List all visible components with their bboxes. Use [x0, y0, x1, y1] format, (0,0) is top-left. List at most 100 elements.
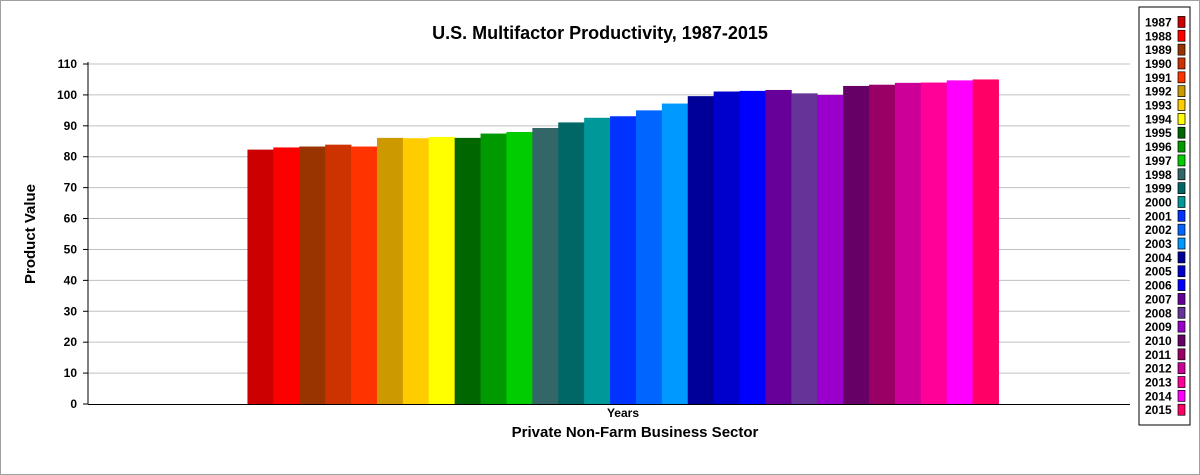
chart-title: U.S. Multifactor Productivity, 1987-2015 — [432, 23, 768, 43]
bar-1988 — [273, 147, 300, 404]
bar-1989 — [299, 146, 326, 404]
legend-swatch-2001 — [1177, 209, 1186, 222]
legend-label-2002: 2002 — [1145, 223, 1172, 237]
y-tick-label: 70 — [64, 181, 78, 195]
legend-swatch-1989 — [1177, 43, 1186, 56]
legend-label-2011: 2011 — [1145, 348, 1171, 362]
legend-swatch-2011 — [1177, 348, 1186, 361]
legend-swatch-1999 — [1177, 182, 1186, 194]
legend-swatch-2006 — [1177, 279, 1186, 291]
legend-swatch-1995 — [1177, 126, 1186, 139]
y-tick-label: 30 — [64, 304, 78, 318]
legend-label-2004: 2004 — [1145, 251, 1172, 265]
legend-swatch-2005 — [1177, 265, 1186, 278]
legend-swatch-2010 — [1177, 334, 1186, 347]
legend-label-1992: 1992 — [1145, 85, 1172, 99]
bar-2001 — [610, 116, 637, 405]
bar-1997 — [506, 132, 533, 404]
legend-label-1999: 1999 — [1145, 182, 1172, 196]
legend-label-2000: 2000 — [1145, 195, 1172, 209]
bar-1993 — [402, 138, 430, 404]
y-tick-label: 20 — [64, 335, 78, 349]
legend-label-1998: 1998 — [1145, 168, 1172, 182]
legend-swatch-2002 — [1177, 223, 1186, 236]
legend-swatch-2008 — [1177, 306, 1186, 319]
bar-1987 — [247, 149, 274, 404]
legend-swatch-2015 — [1177, 403, 1186, 416]
legend-swatch-2003 — [1177, 237, 1186, 250]
bar-2009 — [817, 94, 844, 404]
bar-2012 — [894, 82, 922, 404]
legend-swatch-1987 — [1177, 16, 1186, 28]
legend-label-2010: 2010 — [1145, 334, 1172, 348]
legend-swatch-1988 — [1177, 29, 1186, 42]
legend-label-2009: 2009 — [1145, 320, 1172, 334]
bar-1990 — [325, 144, 352, 405]
x-axis-title: Private Non-Farm Business Sector — [512, 424, 759, 441]
bar-2011 — [869, 84, 896, 405]
legend-label-1995: 1995 — [1145, 126, 1172, 140]
bars — [247, 79, 999, 405]
y-axis-title: Product Value — [22, 184, 39, 284]
bar-2005 — [713, 91, 740, 404]
legend-label-2007: 2007 — [1145, 292, 1172, 306]
legend-label-1989: 1989 — [1145, 43, 1172, 57]
bar-1999 — [558, 122, 585, 405]
legend-label-2015: 2015 — [1145, 403, 1172, 417]
legend-swatch-2007 — [1177, 293, 1186, 305]
bar-2003 — [661, 103, 689, 404]
y-tick-label: 50 — [64, 242, 78, 256]
legend-label-2014: 2014 — [1145, 389, 1172, 403]
legend-label-1991: 1991 — [1145, 71, 1172, 85]
y-tick-label: 80 — [64, 150, 78, 164]
bar-2010 — [843, 85, 870, 404]
bar-2008 — [791, 93, 818, 405]
bar-2015 — [972, 79, 999, 404]
legend-label-2001: 2001 — [1145, 209, 1172, 223]
bar-1994 — [428, 136, 456, 404]
y-tick-label: 60 — [64, 212, 78, 226]
legend-label-2008: 2008 — [1145, 306, 1172, 320]
bar-1991 — [351, 146, 378, 404]
legend-label-1988: 1988 — [1145, 29, 1172, 43]
legend-swatch-2000 — [1177, 196, 1186, 208]
legend-label-1990: 1990 — [1145, 57, 1172, 71]
legend-label-2006: 2006 — [1145, 279, 1172, 293]
bar-2004 — [687, 96, 715, 405]
legend-label-2003: 2003 — [1145, 237, 1172, 251]
y-axis-ticks: 0 10 20 30 40 50 60 70 80 90 100 110 — [57, 57, 88, 411]
legend-swatch-2004 — [1177, 251, 1186, 264]
bar-2000 — [584, 117, 611, 404]
legend-label-2005: 2005 — [1145, 265, 1172, 279]
bar-1992 — [376, 137, 404, 404]
legend-swatch-1992 — [1177, 85, 1186, 98]
y-tick-label: 90 — [64, 119, 78, 133]
legend-swatch-2014 — [1177, 390, 1186, 402]
legend-swatch-2012 — [1177, 362, 1186, 375]
legend-label-1997: 1997 — [1145, 154, 1172, 168]
legend-swatch-2013 — [1177, 376, 1186, 388]
x-category-label: Years — [607, 406, 639, 420]
bar-1998 — [532, 127, 559, 404]
legend-swatch-1993 — [1177, 99, 1186, 111]
bar-1995 — [454, 137, 481, 404]
bar-2013 — [920, 82, 948, 405]
legend-label-1993: 1993 — [1145, 99, 1172, 113]
legend-swatch-1997 — [1177, 154, 1186, 167]
y-tick-label: 10 — [64, 366, 78, 380]
x-axis-categories: Years — [607, 406, 639, 420]
bar-2006 — [739, 90, 766, 404]
bar-1996 — [480, 133, 507, 405]
y-tick-label: 110 — [58, 57, 78, 71]
legend-label-1996: 1996 — [1145, 140, 1172, 154]
legend-label-1994: 1994 — [1145, 112, 1172, 126]
legend-swatch-1996 — [1177, 140, 1186, 153]
legend: 1987198819891990199119921993199419951996… — [1138, 6, 1191, 426]
legend-swatch-1991 — [1177, 71, 1186, 84]
y-tick-label: 0 — [70, 397, 77, 411]
bar-2002 — [635, 110, 663, 405]
y-tick-label: 100 — [57, 88, 77, 102]
legend-swatch-1990 — [1177, 57, 1186, 70]
legend-label-2013: 2013 — [1145, 376, 1172, 390]
